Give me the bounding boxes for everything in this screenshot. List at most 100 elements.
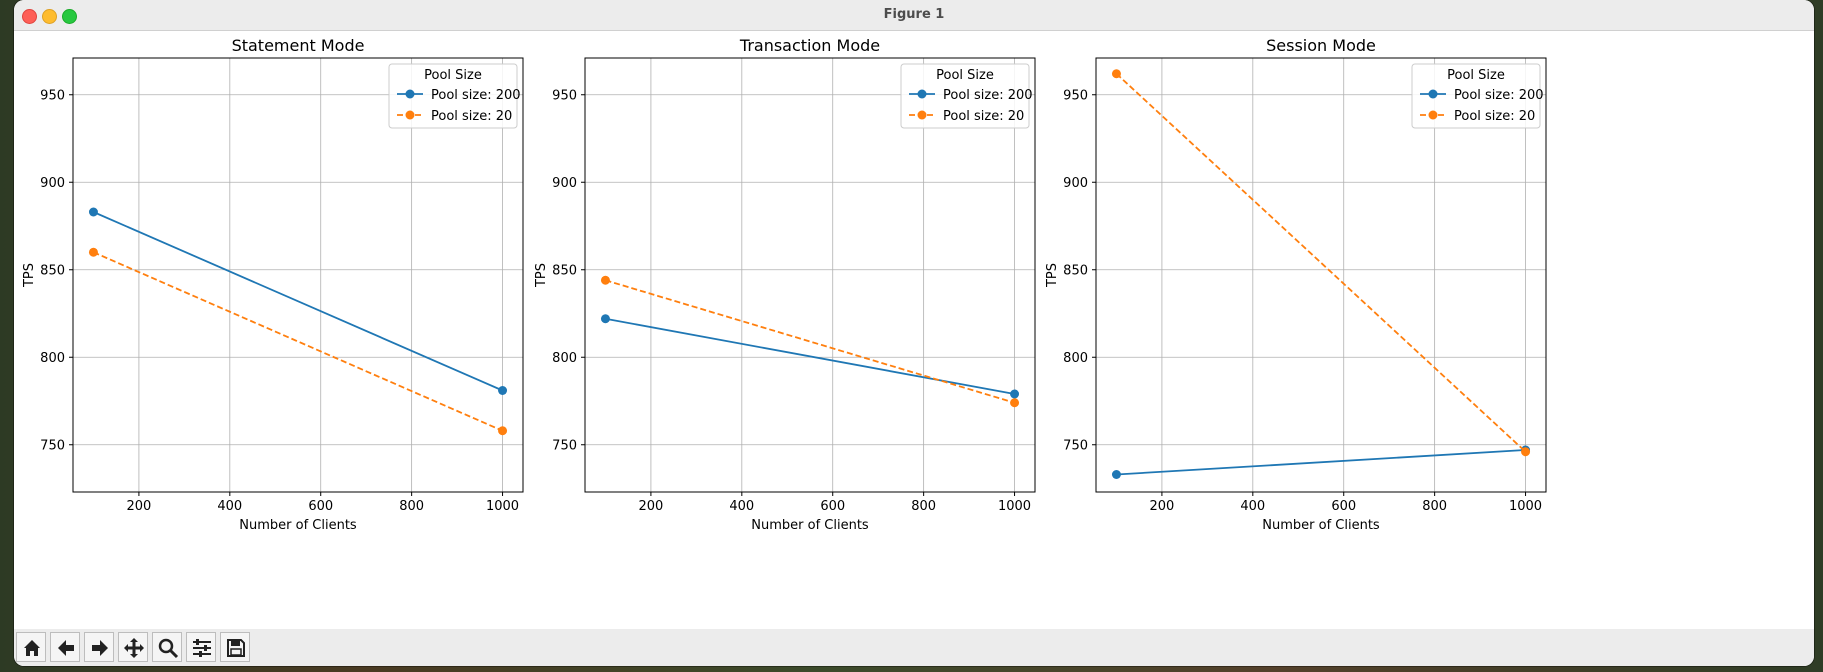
y-tick-label: 800 [1063, 351, 1088, 366]
figure-window: Figure 1 200 400 600 800 1000 750 800 850 900 950… [14, 0, 1814, 666]
y-tick-label: 900 [40, 176, 65, 191]
data-point [88, 207, 98, 217]
save-button[interactable] [220, 632, 250, 662]
x-tick-label: 400 [1240, 499, 1265, 514]
navigation-toolbar [14, 629, 1814, 666]
axes-frame [1095, 57, 1547, 493]
home-button[interactable] [16, 632, 46, 662]
y-tick-label: 850 [552, 263, 577, 278]
legend-marker-1 [1428, 89, 1438, 99]
figure-canvas[interactable]: 200 400 600 800 1000 750 800 850 900 950 Statement… [14, 31, 1814, 629]
pan-button[interactable] [118, 632, 148, 662]
x-tick-label: 200 [638, 499, 663, 514]
x-tick-label: 600 [1331, 499, 1356, 514]
x-tick-label: 400 [729, 499, 754, 514]
title-bar[interactable]: Figure 1 [14, 0, 1814, 31]
legend-label-2: Pool size: 20 [431, 109, 512, 124]
x-tick-label: 200 [126, 499, 151, 514]
y-tick-label: 950 [552, 88, 577, 103]
configure-button[interactable] [186, 632, 216, 662]
chart-title: Session Mode [1266, 36, 1376, 55]
y-tick-label: 800 [552, 351, 577, 366]
legend: Pool Size Pool size: 200 Pool size: 20 [388, 63, 521, 129]
save-icon [227, 639, 245, 657]
figure-svg: 200 400 600 800 1000 750 800 850 900 950 Statement… [22, 36, 1547, 533]
legend-box [900, 63, 1030, 129]
x-tick-label: 800 [399, 499, 424, 514]
chart-panel-3: 200 400 600 800 1000 750 800 850 900 950 Session M… [1045, 36, 1547, 533]
window-title: Figure 1 [883, 7, 945, 22]
legend-marker-1 [405, 89, 415, 99]
x-tick-label: 600 [820, 499, 845, 514]
x-axis-label: Number of Clients [1262, 518, 1380, 533]
x-tick-label: 800 [1422, 499, 1447, 514]
close-button[interactable] [22, 9, 37, 24]
legend-title: Pool Size [1447, 68, 1505, 83]
series-line-1 [1116, 449, 1526, 476]
data-point [600, 314, 610, 324]
data-point [600, 275, 610, 285]
x-tick-label: 400 [217, 499, 242, 514]
data-point [498, 386, 508, 395]
legend-marker-2 [1428, 110, 1438, 120]
legend: Pool Size Pool size: 200 Pool size: 20 [900, 63, 1033, 129]
y-tick-label: 850 [1063, 263, 1088, 278]
series-line-2 [1115, 73, 1527, 453]
chart-title: Transaction Mode [739, 36, 880, 55]
x-tick-label: 200 [1149, 499, 1174, 514]
zoom-icon [158, 638, 179, 659]
x-tick-label: 600 [308, 499, 333, 514]
legend-marker-2 [405, 110, 415, 120]
y-tick-label: 750 [40, 438, 65, 453]
y-axis-label: TPS [1045, 263, 1060, 288]
sliders-icon [193, 639, 211, 657]
x-tick-label: 1000 [998, 499, 1031, 514]
x-tick-label: 800 [911, 499, 936, 514]
x-tick-label: 1000 [1509, 499, 1542, 514]
data-point [1111, 470, 1121, 479]
y-tick-label: 900 [552, 176, 577, 191]
data-point [1010, 389, 1020, 399]
move-icon [124, 638, 144, 658]
arrow-right-icon [92, 640, 108, 656]
series-line-2 [605, 279, 1015, 404]
y-tick-label: 850 [40, 263, 65, 278]
x-axis-label: Number of Clients [751, 518, 869, 533]
legend-marker-1 [917, 89, 927, 99]
y-tick-label: 800 [40, 351, 65, 366]
series-line-2 [93, 251, 503, 432]
data-point [88, 247, 98, 257]
legend-label-2: Pool size: 20 [1454, 109, 1535, 124]
legend-marker-2 [917, 110, 927, 120]
x-axis-label: Number of Clients [239, 518, 357, 533]
data-point [1010, 398, 1020, 408]
minimize-button[interactable] [42, 9, 57, 24]
axes-frame [584, 57, 1036, 493]
y-tick-label: 950 [40, 88, 65, 103]
home-icon [24, 640, 40, 656]
axes-frame [72, 57, 524, 493]
y-axis-label: TPS [22, 263, 37, 288]
data-point [498, 426, 508, 436]
legend-box [1411, 63, 1541, 129]
y-tick-label: 750 [552, 438, 577, 453]
legend: Pool Size Pool size: 200 Pool size: 20 [1411, 63, 1544, 129]
data-point [1111, 69, 1121, 79]
legend-label-2: Pool size: 20 [943, 109, 1024, 124]
chart-panel-1: 200 400 600 800 1000 750 800 850 900 950 Statement… [22, 36, 524, 533]
legend-box [388, 63, 518, 129]
chart-panel-2: 200 400 600 800 1000 750 800 850 900 950 Transacti… [534, 36, 1036, 533]
legend-label-1: Pool size: 200 [431, 88, 521, 103]
zoom-button[interactable] [152, 632, 182, 662]
data-point [1521, 447, 1531, 457]
forward-button[interactable] [84, 632, 114, 662]
maximize-button[interactable] [62, 9, 77, 24]
y-tick-label: 950 [1063, 88, 1088, 103]
y-axis-label: TPS [534, 263, 549, 288]
series-line-1 [93, 211, 503, 392]
legend-title: Pool Size [936, 68, 994, 83]
legend-label-1: Pool size: 200 [943, 88, 1033, 103]
chart-title: Statement Mode [232, 36, 365, 55]
back-button[interactable] [50, 632, 80, 662]
y-tick-label: 750 [1063, 438, 1088, 453]
